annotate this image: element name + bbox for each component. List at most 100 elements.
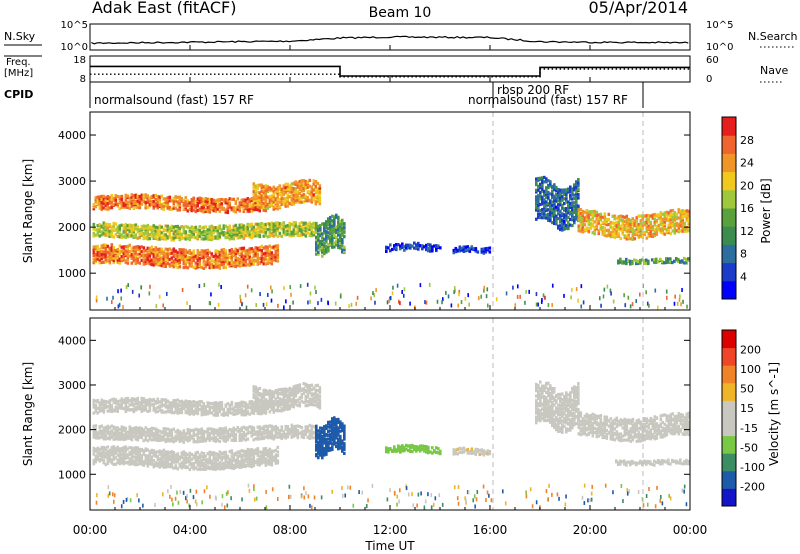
velocity-cell [212, 432, 216, 437]
power-speckle [271, 289, 273, 294]
velocity-cell [256, 403, 260, 407]
velocity-cell [110, 452, 114, 457]
power-speckle [512, 285, 514, 290]
power-cell [114, 250, 118, 255]
power-cell [208, 260, 212, 264]
power-speckle [638, 292, 641, 297]
power-cell [655, 218, 659, 223]
power-cell [302, 228, 306, 232]
velocity-cell [180, 436, 184, 440]
power-cell [190, 197, 194, 202]
velocity-cell [178, 438, 182, 442]
power-cell [565, 208, 568, 212]
power-cell [581, 212, 585, 216]
velocity-cell [112, 434, 116, 438]
velocity-cell [220, 427, 224, 431]
velocity-cell [216, 457, 220, 461]
power-cell [290, 230, 294, 234]
power-cell [264, 209, 268, 213]
power-cell [152, 258, 156, 262]
power-cell [172, 236, 176, 240]
velocity-cell [232, 463, 236, 468]
velocity-cell [156, 437, 160, 442]
power-cell [218, 224, 222, 228]
power-cell [250, 232, 254, 236]
velocity-cell [178, 462, 182, 466]
power-speckle [334, 301, 337, 306]
velocity-cell [244, 463, 248, 467]
power-cell [254, 204, 258, 209]
power-cell [454, 246, 458, 251]
power-cell [452, 251, 456, 255]
power-cell [335, 230, 338, 235]
velocity-cell [92, 398, 96, 403]
velocity-cell [220, 429, 224, 434]
velocity-cell [242, 436, 246, 440]
power-cell [262, 206, 266, 210]
velocity-cell [160, 438, 164, 442]
power-cell [567, 190, 570, 194]
power-cell [154, 229, 158, 233]
velocity-cell [228, 462, 232, 467]
velocity-cell [268, 430, 272, 434]
velocity-cell [136, 450, 140, 454]
velocity-cell [248, 425, 252, 429]
power-cell [206, 209, 210, 213]
power-cell [573, 201, 576, 205]
power-speckle [606, 284, 609, 289]
power-cell [110, 243, 114, 247]
velocity-cell [120, 435, 124, 439]
power-cell [240, 256, 244, 260]
power-cell [327, 235, 330, 239]
power-cell [262, 193, 266, 198]
power-cell [333, 235, 336, 240]
power-cell [98, 199, 102, 203]
power-cell [663, 220, 667, 224]
power-cell [238, 260, 242, 264]
power-cell [615, 220, 619, 225]
power-cell [186, 250, 190, 254]
power-cell [310, 231, 314, 236]
velocity-cell [232, 429, 236, 433]
power-cell [208, 237, 212, 241]
power-cell [192, 259, 196, 263]
power-cell [258, 209, 262, 213]
power-cell [152, 260, 156, 264]
velocity-cell [138, 432, 142, 436]
power-cell [555, 189, 558, 193]
power-cell [619, 214, 623, 218]
velocity-cell [250, 428, 254, 432]
power-cell [100, 252, 104, 257]
power-cell [120, 255, 124, 259]
velocity-cell [254, 408, 258, 412]
power-cell [184, 256, 188, 260]
power-cell [601, 232, 605, 236]
power-cell [228, 255, 232, 260]
velocity-cell [100, 406, 104, 411]
velocity-cell [174, 434, 178, 438]
power-cell [569, 210, 572, 214]
velocity-cell [98, 409, 102, 413]
velocity-cell [154, 407, 158, 411]
velocity-cell [258, 437, 262, 441]
power-speckle [149, 284, 151, 289]
power-speckle [391, 291, 394, 296]
velocity-cell [148, 407, 152, 411]
power-speckle [409, 301, 411, 306]
power-cell [158, 254, 162, 258]
velocity-cell [146, 427, 150, 432]
power-speckle [485, 294, 488, 299]
power-cell [246, 202, 250, 206]
velocity-cell [150, 455, 154, 459]
power-cell [635, 260, 638, 264]
power-cell [208, 227, 212, 232]
power-cell [276, 244, 280, 248]
power-cell [158, 224, 162, 228]
power-cell [609, 231, 613, 235]
power-cell [339, 221, 342, 226]
power-cell [315, 224, 318, 229]
power-cell [266, 235, 270, 239]
power-cell [202, 237, 206, 241]
power-speckle [239, 294, 242, 299]
power-cell [387, 246, 390, 250]
